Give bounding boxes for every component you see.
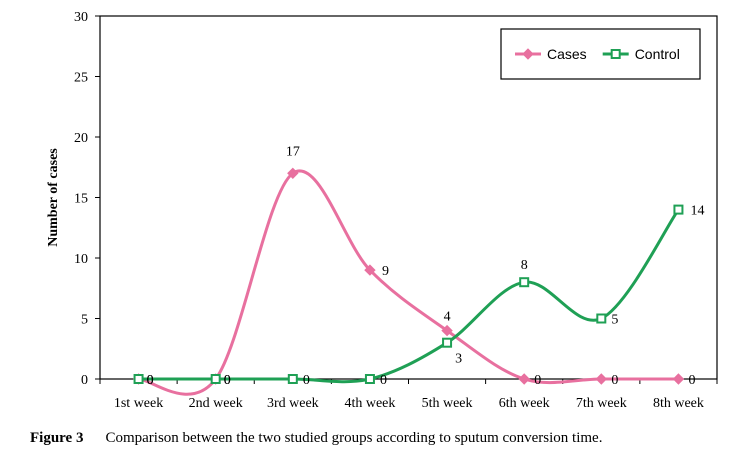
x-tick-label: 4th week [344,396,395,411]
data-point-cases [364,264,376,276]
data-point-cases [287,167,299,180]
y-tick-label: 25 [74,71,88,86]
data-label-cases: 0 [224,373,231,388]
legend: Cases Control [500,28,701,80]
series-line-cases [138,169,679,396]
data-point-control [442,337,453,348]
y-tick-label: 10 [74,252,88,267]
y-axis: 0 5 10 15 20 25 30 [74,10,100,388]
data-label-control: 0 [147,373,154,388]
data-point-cases [672,373,685,385]
data-label-control: 5 [611,313,618,328]
data-point-control [364,374,375,384]
x-tick-label: 3rd week [267,396,319,411]
x-axis: 1st week 2nd week 3rd week 4th week 5th week… [99,379,718,411]
data-label-cases: 9 [382,264,389,279]
legend-marker [522,48,534,60]
data-label-control: 3 [455,352,462,367]
data-point-control [519,277,530,288]
data-point-cases [441,324,453,337]
y-tick-label: 5 [81,313,88,328]
data-label-cases: 0 [534,373,541,388]
data-point-control [133,374,144,384]
data-point-control [673,204,684,215]
x-tick-label: 7th week [576,396,627,411]
y-tick-label: 20 [74,131,88,146]
legend-label: Control [635,46,680,62]
x-tick-label: 2nd week [189,396,243,411]
x-tick-label: 8th week [653,396,704,411]
series-layer [132,167,685,396]
data-point-control [210,374,221,384]
data-label-control: 0 [224,373,231,388]
data-label-control: 14 [690,204,704,219]
data-point-cases [518,373,530,385]
figure-caption: Figure 3 Comparison between the two studi… [30,430,602,447]
data-label-control: 8 [521,258,528,273]
caption-label: Figure 3 [30,430,84,446]
data-label-cases: 0 [688,373,695,388]
x-tick-label: 5th week [422,396,473,411]
legend-label: Cases [547,46,587,62]
y-tick-label: 15 [74,192,88,207]
data-label-cases: 0 [147,373,154,388]
data-point-control [287,374,298,384]
series-control [133,204,684,384]
data-label-control: 0 [380,373,387,388]
data-label-cases: 4 [444,310,451,325]
data-label-cases: 0 [611,373,618,388]
data-point-cases [595,373,608,385]
y-tick-label: 0 [81,373,88,388]
series-line-control [138,208,680,384]
x-tick-label: 1st week [114,396,163,411]
caption-text: Comparison between the two studied group… [105,430,603,446]
x-tick-label: 6th week [499,396,550,411]
data-point-control [596,313,607,324]
legend-marker [610,49,621,59]
data-label-cases: 17 [286,144,300,159]
data-label-control: 0 [303,373,310,388]
y-tick-label: 30 [74,10,88,25]
series-cases [132,167,685,396]
y-axis-title: Number of cases [46,148,61,247]
